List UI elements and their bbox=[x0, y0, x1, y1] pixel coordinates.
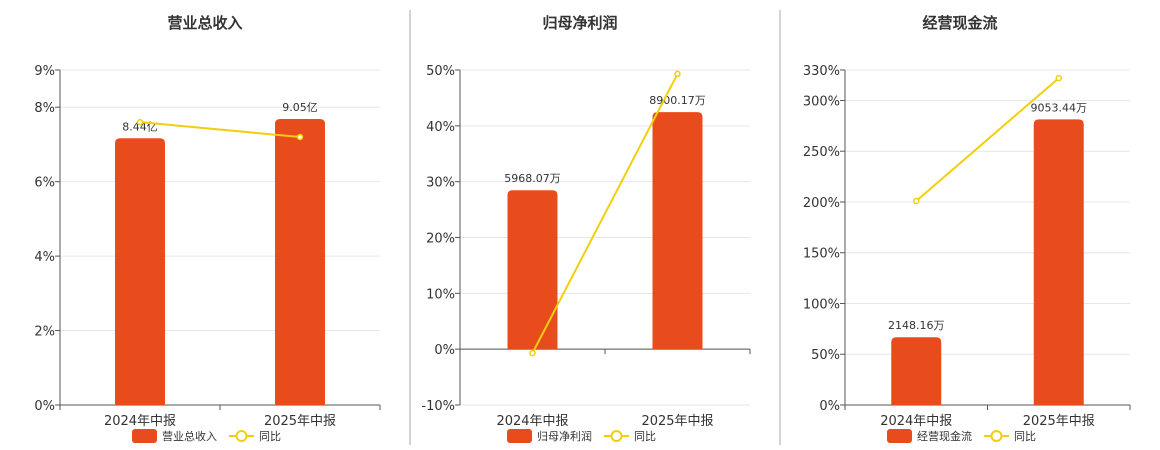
bar-data-label: 2148.16万 bbox=[888, 319, 945, 332]
bar bbox=[507, 190, 558, 350]
y-tick-label: 150% bbox=[803, 247, 840, 262]
y-tick-label: 10% bbox=[426, 287, 455, 302]
bar-data-label: 9053.44万 bbox=[1031, 101, 1088, 114]
y-tick-label: 50% bbox=[811, 348, 840, 363]
bar-data-label: 9.05亿 bbox=[282, 101, 318, 114]
legend-line-label: 同比 bbox=[634, 430, 656, 443]
bar bbox=[891, 337, 942, 405]
y-tick-label: 0% bbox=[819, 399, 840, 414]
legend-line-label: 同比 bbox=[259, 430, 281, 443]
yoy-point bbox=[296, 133, 304, 141]
legend-bar-swatch bbox=[132, 429, 157, 443]
chart-2: 经营现金流 0% 50% 100% 150% 200% 250% 300% 330% 2024年中… bbox=[803, 14, 1131, 443]
legend-line-label: 同比 bbox=[1014, 430, 1036, 443]
legend-bar-label: 营业总收入 bbox=[162, 429, 217, 443]
legend-bar-swatch bbox=[887, 429, 912, 443]
y-tick-label: 0% bbox=[434, 343, 455, 358]
y-tick-label: 330% bbox=[803, 64, 840, 79]
x-tick-label: 2025年中报 bbox=[264, 414, 336, 429]
yoy-line bbox=[139, 121, 301, 138]
bar bbox=[1033, 119, 1084, 406]
chart-title: 营业总收入 bbox=[167, 14, 242, 32]
yoy-line bbox=[915, 77, 1060, 202]
x-tick-label: 2025年中报 bbox=[1023, 414, 1095, 429]
legend-bar-swatch bbox=[507, 429, 532, 443]
chart-1: 归母净利润 -10% 0% 10% 20% 30% 40% 50% 2024年中报 5968.07… bbox=[421, 14, 751, 443]
legend-bar-label: 经营现金流 bbox=[917, 429, 972, 443]
y-tick-label: 8% bbox=[34, 101, 55, 116]
y-tick-label: 50% bbox=[426, 64, 455, 79]
chart-title: 归母净利润 bbox=[542, 14, 617, 32]
x-tick-label: 2024年中报 bbox=[880, 414, 952, 429]
y-tick-label: 6% bbox=[34, 176, 55, 191]
y-tick-label: 250% bbox=[803, 145, 840, 160]
y-tick-label: 9% bbox=[34, 64, 55, 79]
y-tick-label: -10% bbox=[421, 399, 455, 414]
bar bbox=[275, 118, 325, 406]
bar bbox=[115, 138, 165, 405]
y-tick-label: 300% bbox=[803, 94, 840, 109]
chart-0: 营业总收入0%2%4%6%8%9%2024年中报8.44亿2025年中报9.05… bbox=[34, 14, 381, 443]
x-tick-label: 2024年中报 bbox=[496, 414, 568, 429]
y-tick-label: 200% bbox=[803, 196, 840, 211]
legend-line-marker bbox=[235, 430, 248, 442]
y-tick-label: 40% bbox=[426, 120, 455, 135]
yoy-point bbox=[1055, 74, 1062, 82]
bar-data-label: 8900.17万 bbox=[649, 94, 706, 107]
y-tick-label: 20% bbox=[426, 232, 455, 247]
chart-title: 经营现金流 bbox=[922, 14, 997, 32]
legend-line-marker bbox=[610, 430, 623, 442]
yoy-line bbox=[531, 73, 679, 354]
y-tick-label: 100% bbox=[803, 297, 840, 312]
legend-line-marker bbox=[990, 430, 1003, 442]
y-tick-label: 30% bbox=[426, 176, 455, 191]
y-tick-label: 4% bbox=[34, 250, 55, 265]
bar bbox=[652, 112, 703, 350]
yoy-point bbox=[136, 118, 144, 126]
yoy-point bbox=[674, 70, 681, 78]
y-tick-label: 0% bbox=[34, 399, 55, 414]
yoy-point bbox=[529, 349, 536, 357]
legend-bar-label: 归母净利润 bbox=[537, 429, 592, 443]
x-tick-label: 2024年中报 bbox=[104, 414, 176, 429]
yoy-point bbox=[913, 197, 920, 205]
x-tick-label: 2025年中报 bbox=[641, 414, 713, 429]
y-tick-label: 2% bbox=[34, 325, 55, 340]
bar-data-label: 5968.07万 bbox=[504, 172, 561, 185]
